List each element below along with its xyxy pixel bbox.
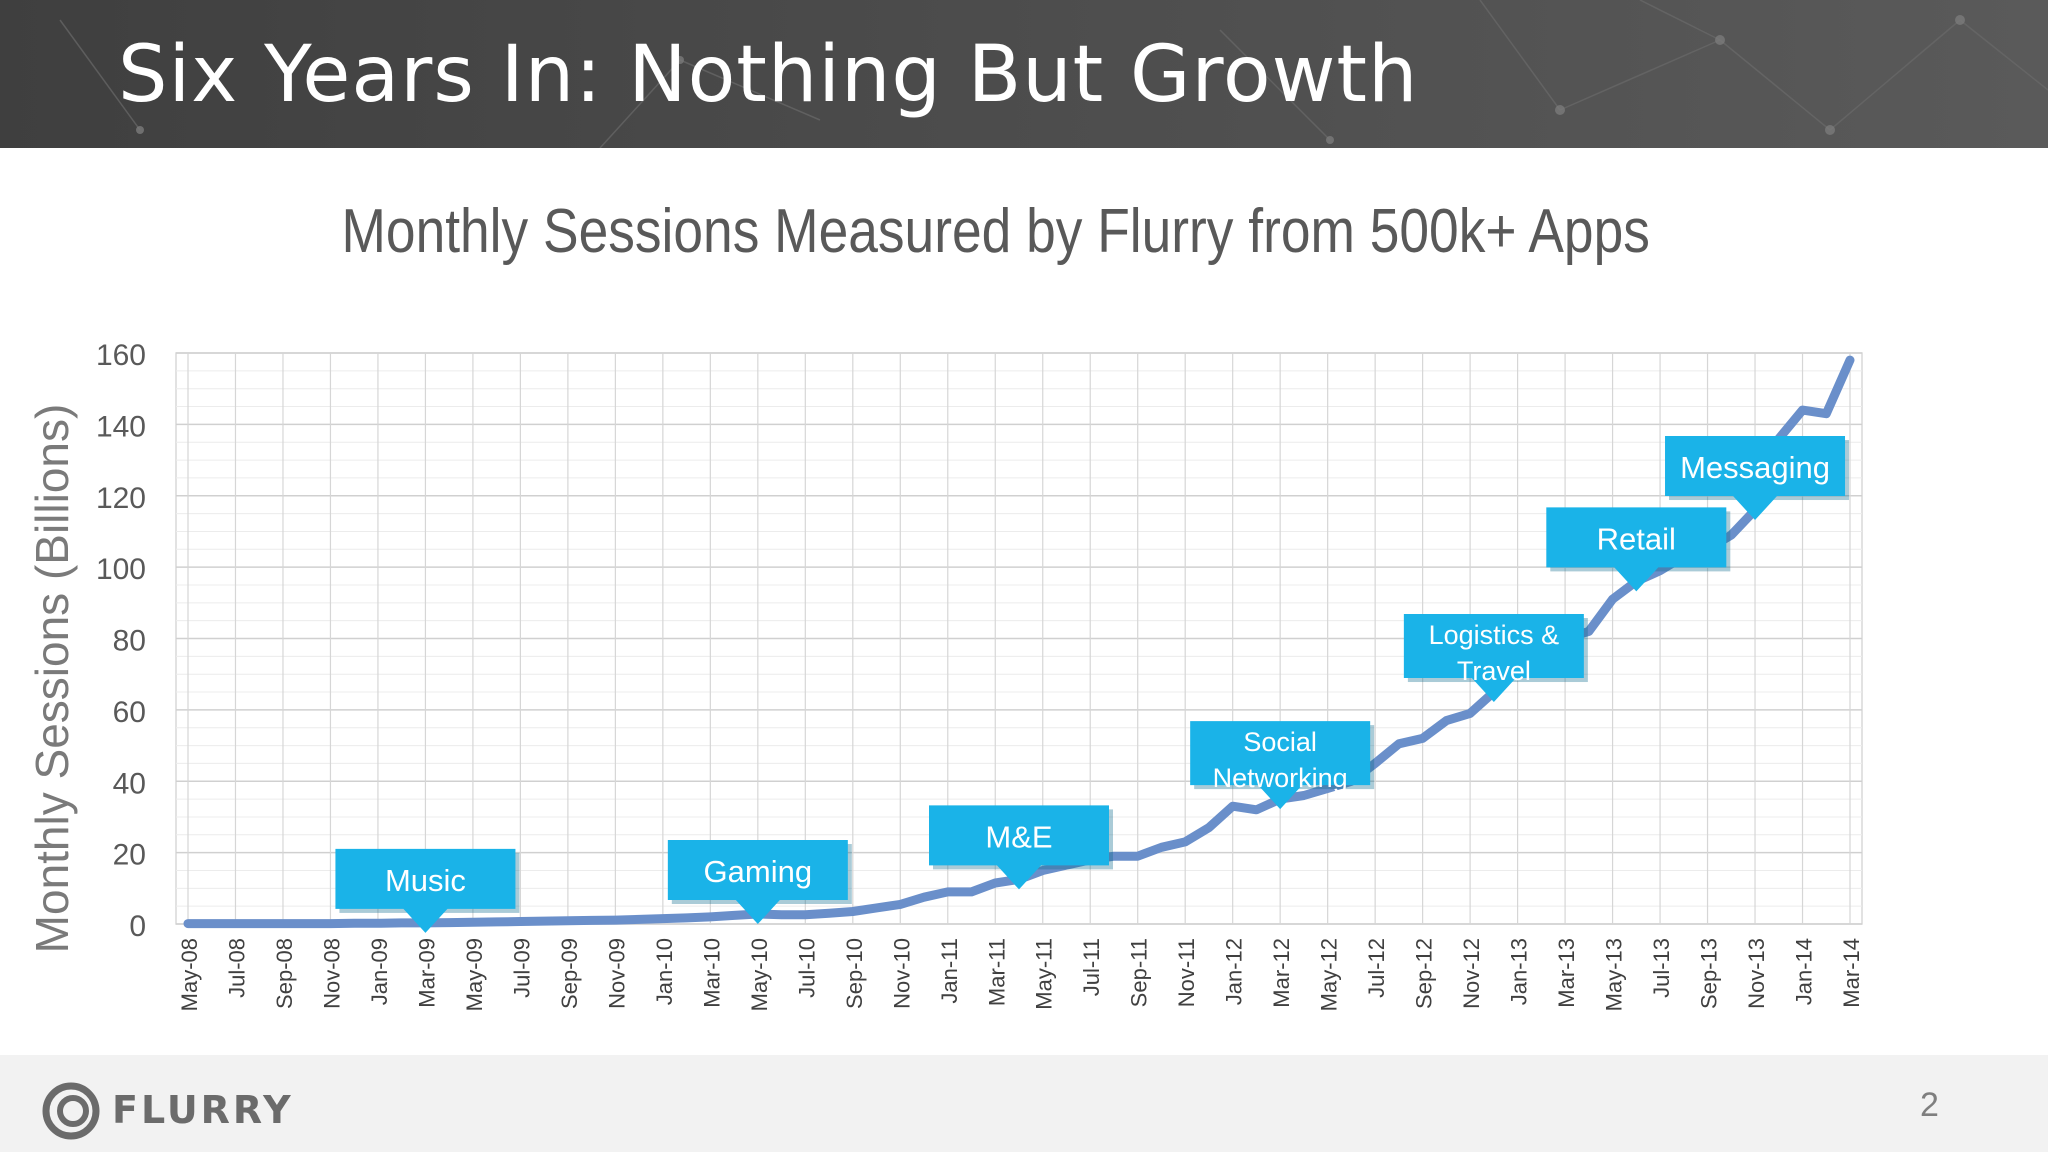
x-tick-label: May-12: [1317, 938, 1342, 1011]
x-tick-label: Nov-11: [1174, 938, 1199, 1007]
callout-box: [1190, 721, 1371, 810]
y-tick-label: 80: [113, 625, 146, 658]
x-tick-label: Nov-08: [319, 938, 344, 1009]
callout-box: [667, 840, 848, 925]
callout-label: Logistics &: [1429, 620, 1560, 650]
callout-retail: Retail: [1546, 507, 1731, 592]
callout-logistics-travel: Logistics & Travel: [1403, 614, 1588, 703]
x-tick-label: Nov-10: [889, 938, 914, 1009]
axes: 0 20 40 60 80 100 120 140 160 May-08 Jul-08 Sep-08 N…: [26, 339, 1864, 1011]
x-tick-label: Sep-09: [557, 938, 582, 1009]
y-tick-label: 140: [96, 410, 146, 443]
x-tick-label: Sep-13: [1697, 938, 1722, 1009]
x-tick-label: Jul-12: [1364, 938, 1389, 998]
x-tick-label: Jul-08: [224, 938, 249, 998]
x-tick-label: May-13: [1602, 938, 1627, 1011]
callout-label: Social: [1243, 727, 1317, 757]
callout-label: M&E: [985, 819, 1052, 854]
callout-gaming: Gaming: [667, 840, 852, 925]
x-tick-label: Mar-12: [1269, 938, 1294, 1008]
callout-messaging: Messaging: [1665, 436, 1850, 521]
y-tick-label: 0: [129, 910, 146, 943]
x-tick-label: Nov-13: [1744, 938, 1769, 1009]
y-tick-label: 100: [96, 553, 146, 586]
flurry-logo-text: FLURRY: [112, 1088, 294, 1132]
x-tick-label: Mar-09: [414, 938, 439, 1008]
y-tick-label: 160: [96, 339, 146, 372]
y-tick-label: 60: [113, 696, 146, 729]
y-tick-label: 20: [113, 839, 146, 872]
x-tick-label: Jan-10: [652, 938, 677, 1005]
x-tick-label: Jan-14: [1792, 938, 1817, 1005]
callout-label: Gaming: [704, 854, 813, 889]
x-tick-label: Jan-12: [1222, 938, 1247, 1005]
x-tick-label: Jul-10: [794, 938, 819, 998]
x-tick-label: Jul-13: [1649, 938, 1674, 998]
callout-social-networking: Social Networking: [1190, 721, 1375, 810]
y-tick-label: 40: [113, 767, 146, 800]
x-tick-label: Jan-09: [367, 938, 392, 1005]
callout-layer: Music Gaming M&E Social Networking Logistics …: [335, 436, 1850, 933]
x-tick-label: Nov-09: [604, 938, 629, 1009]
y-tick-label: 120: [96, 482, 146, 515]
x-tick-label: May-09: [462, 938, 487, 1011]
x-tick-label: Jul-09: [509, 938, 534, 998]
x-tick-label: Sep-08: [272, 938, 297, 1009]
x-tick-label: Mar-10: [699, 938, 724, 1008]
x-tick-label: Sep-11: [1127, 938, 1152, 1007]
flurry-logo-icon: [42, 1082, 100, 1140]
page-number: 2: [1920, 1086, 1939, 1124]
callout-label: Networking: [1213, 763, 1348, 793]
x-tick-label: Jan-11: [937, 938, 962, 1004]
network-pattern-decoration: [59, 0, 2048, 148]
x-tick-label: Mar-13: [1554, 938, 1579, 1008]
x-tick-label: Jan-13: [1507, 938, 1532, 1005]
callout-label: Music: [385, 863, 466, 898]
slide-header: Six Years In: Nothing But Growth: [0, 0, 2048, 148]
callout-label: Retail: [1597, 521, 1676, 556]
callout-m-e: M&E: [929, 805, 1113, 890]
y-axis-label: Monthly Sessions (Billions): [26, 404, 78, 954]
x-tick-label: May-10: [747, 938, 772, 1011]
callout-box: [1546, 507, 1727, 592]
x-tick-label: May-11: [1032, 938, 1057, 1010]
x-tick-label: Jul-11: [1079, 938, 1104, 996]
callout-label: Messaging: [1680, 450, 1830, 485]
chart-title: Monthly Sessions Measured by Flurry from…: [341, 197, 1650, 266]
callout-label: Travel: [1457, 656, 1531, 686]
callout-box: [1665, 436, 1846, 521]
line-chart: 0 20 40 60 80 100 120 140 160 May-08 Jul-08 Sep-08 N…: [26, 339, 1864, 1011]
callout-box: [929, 805, 1109, 890]
x-tick-label: Nov-12: [1459, 938, 1484, 1009]
slide-footer: [0, 1055, 2048, 1152]
x-tick-label: Sep-12: [1412, 938, 1437, 1009]
slide-title: Six Years In: Nothing But Growth: [118, 30, 1419, 120]
callout-music: Music: [335, 848, 520, 933]
x-tick-label: Mar-14: [1839, 938, 1864, 1008]
x-tick-label: Sep-10: [842, 938, 867, 1009]
callout-box: [1403, 614, 1584, 703]
x-tick-label: Mar-11: [984, 938, 1009, 1006]
x-tick-label: May-08: [177, 938, 202, 1011]
callout-box: [335, 848, 516, 933]
